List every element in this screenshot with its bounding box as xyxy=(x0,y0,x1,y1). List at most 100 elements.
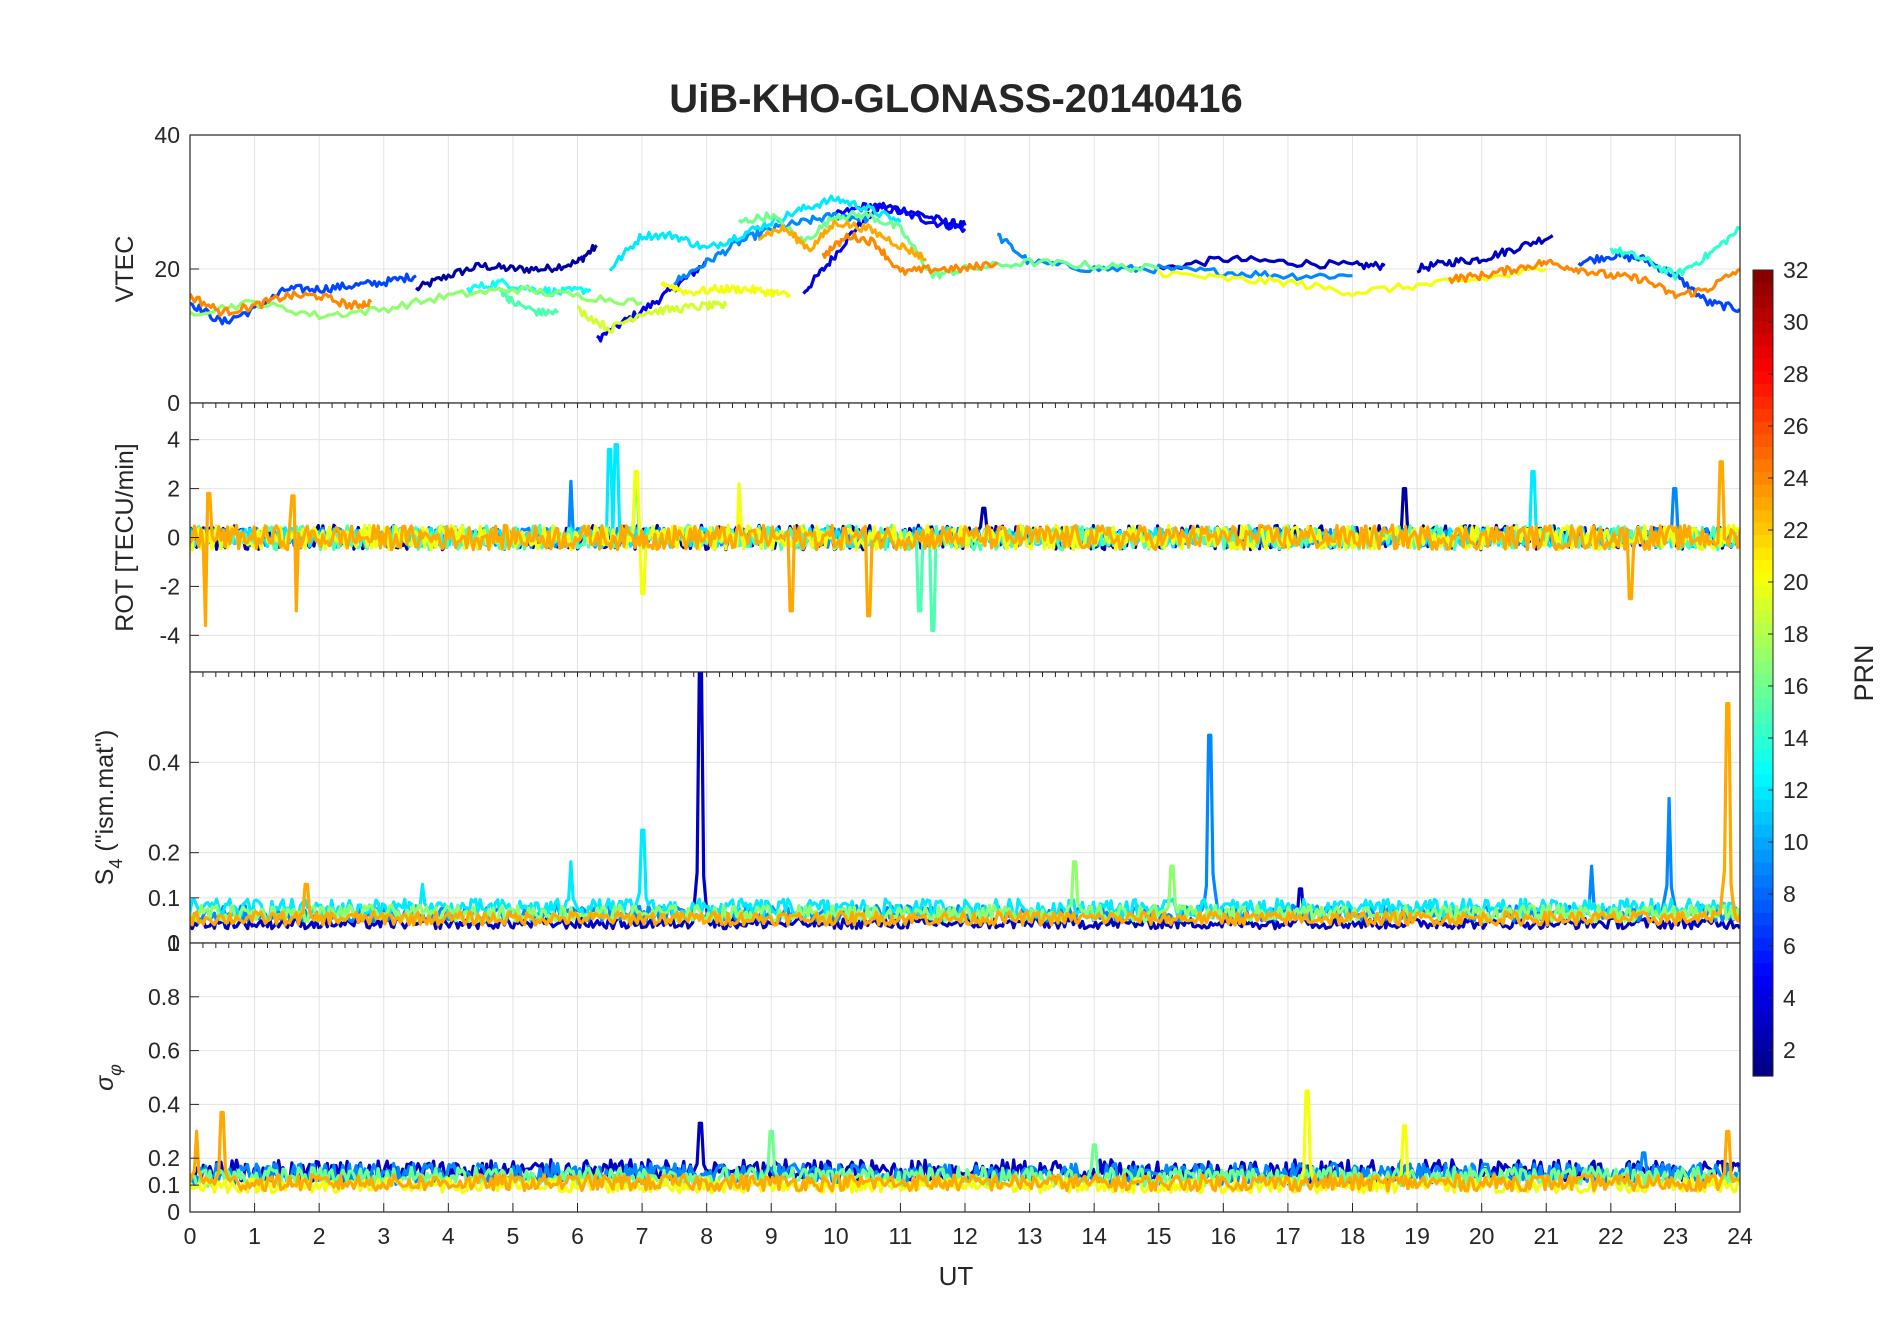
x-tick-label: 12 xyxy=(952,1223,978,1249)
colorbar-tick-label: 2 xyxy=(1783,1037,1796,1063)
colorbar-band xyxy=(1753,547,1773,561)
series-prn-17 xyxy=(190,285,643,321)
colorbar-band xyxy=(1753,509,1773,523)
colorbar-band xyxy=(1753,572,1773,586)
x-tick-label: 5 xyxy=(507,1223,520,1249)
x-tick-label: 10 xyxy=(823,1223,849,1249)
colorbar-band xyxy=(1753,924,1773,939)
colorbar-band xyxy=(1753,912,1773,926)
series-group xyxy=(190,1089,1740,1195)
colorbar-tick-label: 24 xyxy=(1783,465,1809,491)
x-tick-label: 20 xyxy=(1469,1223,1495,1249)
x-tick-label: 23 xyxy=(1663,1223,1689,1249)
colorbar-band xyxy=(1753,685,1773,699)
x-tick-label: 19 xyxy=(1404,1223,1430,1249)
series-prn-3 xyxy=(1158,254,1386,271)
colorbar-band xyxy=(1753,597,1773,611)
colorbar-band xyxy=(1753,408,1773,422)
colorbar-band xyxy=(1753,282,1773,296)
colorbar-band xyxy=(1753,610,1773,624)
colorbar-band xyxy=(1753,811,1773,825)
x-tick-label: 0 xyxy=(184,1223,197,1249)
colorbar-band xyxy=(1753,1013,1773,1027)
x-tick-label: 21 xyxy=(1533,1223,1559,1249)
series-prn-23 xyxy=(190,1110,1740,1193)
colorbar-band xyxy=(1753,433,1773,447)
x-tick-label: 7 xyxy=(636,1223,649,1249)
y-tick-label: 0.1 xyxy=(148,885,180,911)
series-group xyxy=(190,672,1740,931)
x-tick-label: 4 xyxy=(442,1223,455,1249)
x-tick-label: 9 xyxy=(765,1223,778,1249)
colorbar-band xyxy=(1753,710,1773,724)
colorbar-band xyxy=(1753,673,1773,687)
colorbar-band xyxy=(1753,395,1773,410)
series-prn-15 xyxy=(498,287,560,317)
colorbar-band xyxy=(1753,534,1773,548)
series-prn-14 xyxy=(1609,225,1740,281)
series-group xyxy=(190,443,1740,632)
series-prn-13 xyxy=(466,277,592,297)
colorbar-tick-label: 8 xyxy=(1783,881,1796,907)
colorbar-band xyxy=(1753,849,1773,863)
colorbar-band xyxy=(1753,698,1773,712)
x-tick-label: 22 xyxy=(1598,1223,1624,1249)
y-tick-label: 0.1 xyxy=(148,1172,180,1198)
series-prn-19 xyxy=(576,300,728,334)
y-tick-label: 0.6 xyxy=(148,1038,180,1064)
y-tick-label: 4 xyxy=(167,427,180,453)
colorbar-band xyxy=(1753,874,1773,888)
series-prn-20 xyxy=(660,281,791,298)
colorbar-band xyxy=(1753,471,1773,485)
series-prn-20 xyxy=(190,1089,1740,1195)
panel-s4: 0 0.1 0.2 0.4 S4 ("ism.mat") xyxy=(91,671,1741,956)
y-tick-label: 0.4 xyxy=(148,749,180,775)
series-prn-12 xyxy=(608,194,902,272)
colorbar-band xyxy=(1753,345,1773,359)
x-tick-label: 1 xyxy=(248,1223,261,1249)
x-tick-label: 14 xyxy=(1081,1223,1107,1249)
y-tick-label: 0.2 xyxy=(148,1145,180,1171)
y-tick-label: 40 xyxy=(154,122,180,148)
colorbar-tick-label: 12 xyxy=(1783,777,1809,803)
colorbar-band xyxy=(1753,559,1773,573)
y-tick-label: 0.2 xyxy=(148,840,180,866)
colorbar-tick-label: 32 xyxy=(1783,257,1809,283)
colorbar-band xyxy=(1753,295,1773,309)
colorbar-band xyxy=(1753,496,1773,510)
chart-title: UiB-KHO-GLONASS-20140416 xyxy=(669,77,1243,121)
x-axis: 0 1 2 3 4 5 6 7 8 9 10 11 12 13 14 15 16 17 18 19 20 21 22 23 24 xyxy=(184,1203,1753,1249)
series-prn-23 xyxy=(190,460,1740,628)
colorbar-band xyxy=(1753,370,1773,384)
panel-rot: -4 -2 0 2 4 ROT [TECU/min] xyxy=(111,402,1741,673)
x-tick-label: 24 xyxy=(1727,1223,1753,1249)
x-axis-label: UT xyxy=(939,1261,974,1291)
colorbar-band xyxy=(1753,950,1773,964)
y-tick-label: 0 xyxy=(167,930,180,956)
colorbar-band xyxy=(1753,1025,1773,1039)
y-tick-label: 20 xyxy=(154,256,180,282)
colorbar-band xyxy=(1753,332,1773,347)
x-tick-label: 11 xyxy=(888,1223,912,1249)
colorbar-band xyxy=(1753,647,1773,662)
colorbar-tick-label: 10 xyxy=(1783,829,1809,855)
series-prn-24 xyxy=(821,231,999,276)
colorbar-band xyxy=(1753,270,1773,284)
series-group xyxy=(190,194,1740,343)
y-tick-label: 2 xyxy=(167,476,180,502)
colorbar-tick-label: 20 xyxy=(1783,569,1809,595)
series-prn-24 xyxy=(1447,258,1740,300)
y-tick-label: 0.4 xyxy=(148,1091,180,1117)
y-tick-label: 1 xyxy=(167,930,180,956)
colorbar-tick-label: 18 xyxy=(1783,621,1809,647)
x-tick-label: 3 xyxy=(377,1223,390,1249)
x-tick-label: 16 xyxy=(1211,1223,1237,1249)
series-prn-23 xyxy=(757,219,928,262)
colorbar-band xyxy=(1753,887,1773,901)
y-axis-label: σφ xyxy=(91,1064,125,1091)
colorbar-frame xyxy=(1752,269,1774,1077)
series-prn-9 xyxy=(673,211,870,286)
colorbar-band xyxy=(1753,735,1773,750)
